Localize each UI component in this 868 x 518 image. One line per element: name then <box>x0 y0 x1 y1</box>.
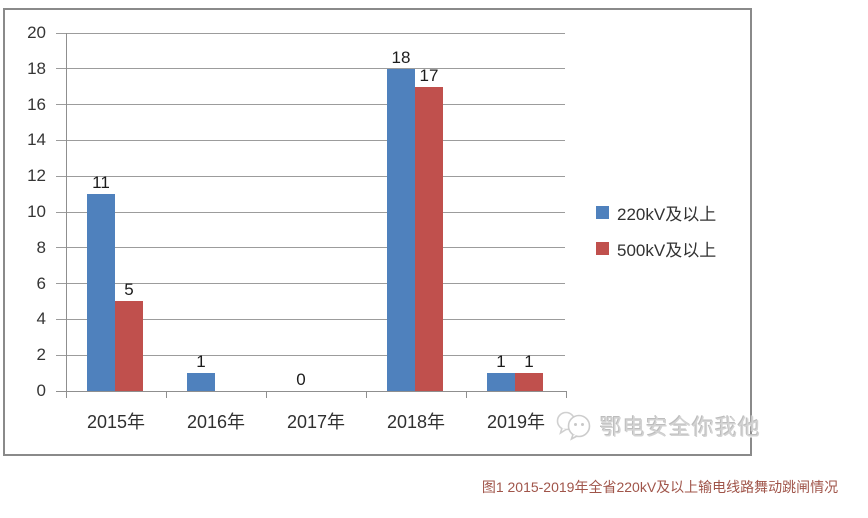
x-axis-line <box>56 391 566 392</box>
bar-value-label: 1 <box>524 352 534 371</box>
y-axis-tick-label: 16 <box>27 94 46 114</box>
y-axis-tick-label: 0 <box>36 381 46 400</box>
y-axis-tick-label: 18 <box>27 58 46 78</box>
chart-legend: 220kV及以上 500kV及以上 <box>596 202 717 260</box>
legend-item: 500kV及以上 <box>596 238 717 260</box>
watermark-text: 鄂电安全你我他 <box>600 415 762 440</box>
x-axis-tick <box>466 391 467 398</box>
x-axis-label: 2018年 <box>386 412 446 432</box>
x-axis-label: 2015年 <box>86 412 146 432</box>
bar-value-label: 0 <box>296 370 306 389</box>
bar-500kV及以上-2015年 <box>115 301 143 391</box>
bar-value-label: 18 <box>391 48 411 67</box>
y-axis-tick-label: 6 <box>36 273 46 293</box>
x-axis-tick <box>566 391 567 398</box>
gridline <box>56 318 565 320</box>
figure-caption: 图1 2015-2019年全省220kV及以上输电线路舞动跳闸情况 <box>481 479 839 495</box>
legend-swatch <box>596 205 609 219</box>
x-axis-tick <box>266 391 267 398</box>
bar-220kV及以上-2019年 <box>487 373 515 391</box>
y-axis-tick-label: 14 <box>27 130 46 150</box>
x-axis-tick <box>366 391 367 398</box>
bar-value-label: 1 <box>496 352 506 371</box>
gridline <box>56 139 565 141</box>
x-axis-label: 2019年 <box>486 412 546 432</box>
bar-500kV及以上-2019年 <box>515 373 543 391</box>
y-axis-tick-label: 2 <box>36 345 46 365</box>
gridline <box>56 104 565 106</box>
bar-value-label: 11 <box>92 173 110 192</box>
bar-220kV及以上-2018年 <box>387 69 415 391</box>
y-axis-tick-label: 8 <box>36 237 46 257</box>
gridline <box>56 175 565 177</box>
x-axis-label: 2016年 <box>186 412 246 432</box>
bar-220kV及以上-2016年 <box>187 373 215 391</box>
legend-swatch <box>596 241 609 255</box>
y-axis-tick-label: 10 <box>27 202 46 221</box>
y-axis-tick-label: 4 <box>36 309 46 329</box>
y-axis-line <box>66 33 67 398</box>
legend-label: 500kV及以上 <box>617 240 717 260</box>
gridline <box>56 32 565 34</box>
y-axis-tick-label: 12 <box>27 166 46 186</box>
bar-500kV及以上-2018年 <box>415 87 443 391</box>
gridline <box>56 354 565 356</box>
bar-value-label: 17 <box>419 66 439 85</box>
gridline <box>56 211 565 213</box>
legend-item: 220kV及以上 <box>596 202 717 224</box>
legend-label: 220kV及以上 <box>617 204 717 224</box>
watermark: 鄂电安全你我他 <box>554 408 761 444</box>
bar-value-label: 1 <box>196 352 206 371</box>
gridline <box>56 68 565 70</box>
gridline <box>56 247 565 249</box>
gridline <box>56 283 565 285</box>
x-axis-label: 2017年 <box>286 412 346 432</box>
wechat-logo-icon <box>554 408 594 444</box>
x-axis-tick <box>166 391 167 398</box>
y-axis-tick-label: 20 <box>27 23 46 42</box>
bar-220kV及以上-2015年 <box>87 194 115 391</box>
bar-value-label: 5 <box>124 280 134 299</box>
